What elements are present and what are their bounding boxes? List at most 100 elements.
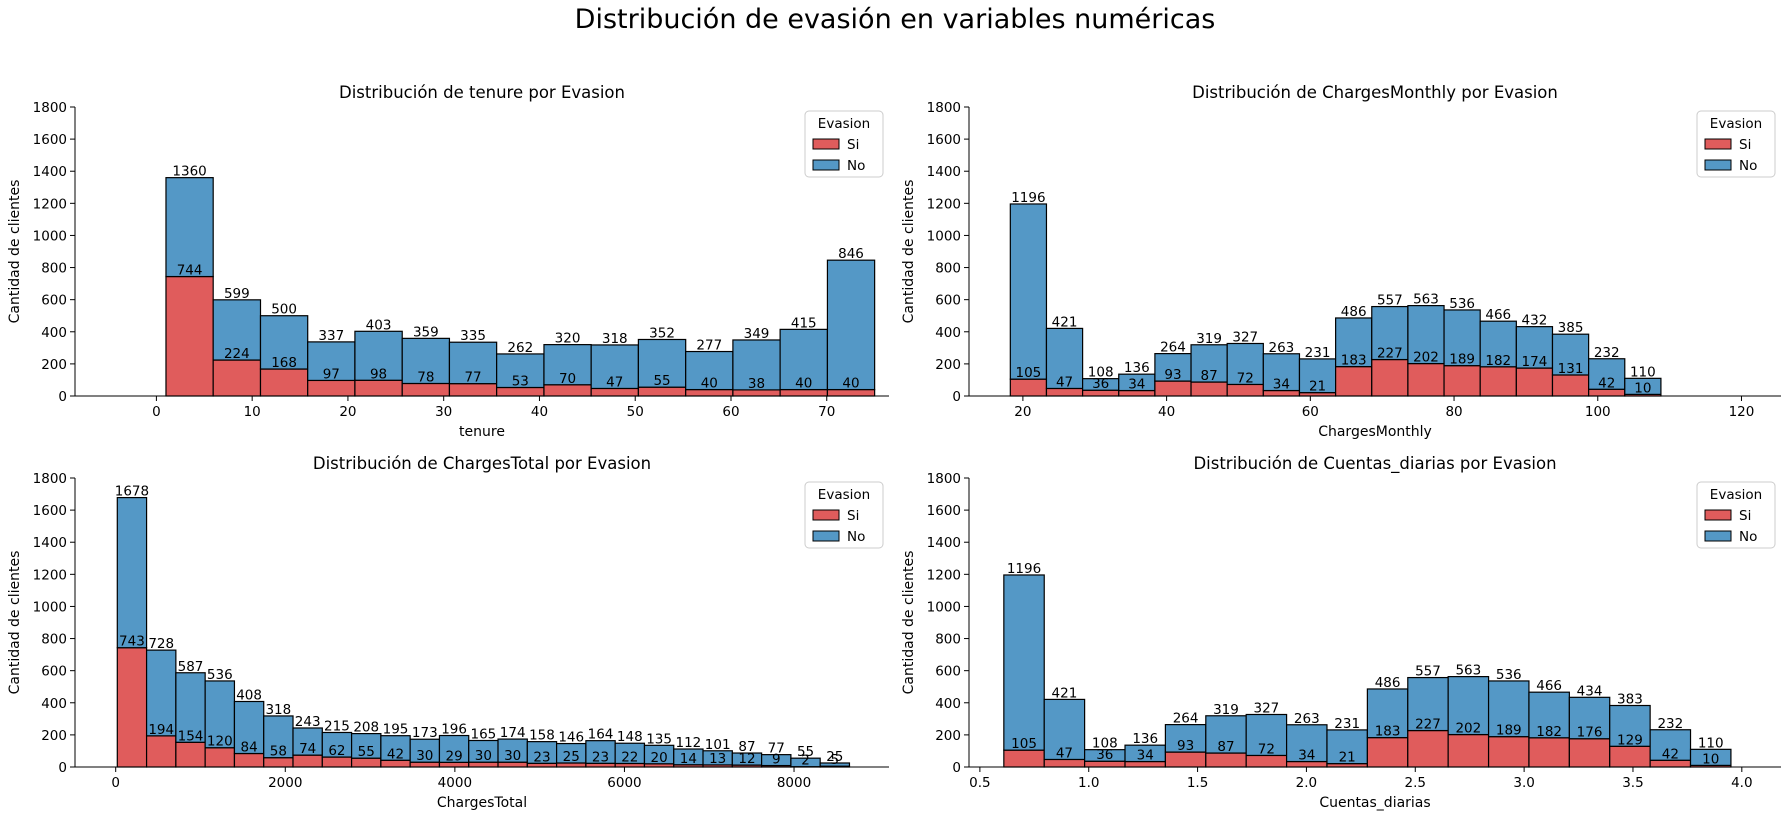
x-tick-label: 10 (244, 404, 261, 420)
legend: Evasion Si No (804, 110, 884, 178)
data-label-si: 42 (1598, 375, 1615, 391)
bar-si (1609, 745, 1651, 768)
y-tick-label: 1000 (927, 599, 961, 615)
data-label-total: 466 (1536, 678, 1562, 694)
bar-no (1190, 344, 1228, 383)
data-label-total: 319 (1196, 331, 1222, 347)
legend-swatch (812, 509, 840, 521)
data-label-total: 421 (1052, 314, 1078, 330)
x-axis-label: Cuentas_diarias (1319, 795, 1430, 811)
data-label-total: 158 (529, 728, 555, 744)
bar-si (307, 379, 356, 397)
x-tick-label: 4000 (438, 775, 472, 791)
data-label-si: 21 (1309, 379, 1326, 395)
data-label-si: 55 (653, 373, 670, 389)
data-label-si: 13 (709, 751, 726, 767)
data-label-si: 22 (621, 749, 638, 765)
data-label-total: 536 (1496, 667, 1522, 683)
data-label-si: 202 (1455, 721, 1481, 737)
data-label-si: 62 (328, 743, 345, 759)
bar-no (1407, 676, 1449, 732)
data-label-si: 40 (701, 376, 718, 392)
x-tick-label: 2.0 (1296, 775, 1317, 791)
data-label-total: 352 (649, 325, 675, 341)
data-label-si: 53 (512, 373, 529, 389)
data-label-total: 403 (366, 317, 392, 333)
data-label-total: 846 (838, 246, 864, 262)
bar-no (1045, 327, 1084, 390)
data-label-si: 183 (1375, 724, 1401, 740)
data-label-total: 536 (207, 667, 233, 683)
y-axis-label: Cantidad de clientes (7, 551, 23, 695)
legend-swatch (812, 138, 840, 150)
y-tick-label: 600 (41, 664, 67, 680)
data-label-si: 36 (1096, 747, 1113, 763)
bar-si (1487, 736, 1530, 768)
data-label-si: 5 (831, 752, 840, 768)
y-axis-label: Cantidad de clientes (901, 180, 917, 324)
x-tick-label: 20 (1014, 404, 1031, 420)
x-tick-label: 40 (1158, 404, 1175, 420)
data-label-si: 47 (1056, 374, 1073, 390)
x-tick-label: 100 (1585, 404, 1611, 420)
bar-no (165, 177, 214, 278)
bar-no (1326, 729, 1368, 765)
data-label-si: 10 (1634, 380, 1651, 396)
bar-si (1003, 749, 1045, 768)
bar-no (590, 344, 639, 390)
data-label-si: 23 (592, 749, 609, 765)
data-label-si: 93 (1177, 738, 1194, 754)
data-label-si: 21 (1339, 750, 1356, 766)
data-label-si: 194 (148, 722, 174, 738)
data-label-total: 335 (460, 328, 486, 344)
y-tick-label: 1600 (33, 132, 67, 148)
data-label-si: 55 (358, 744, 375, 760)
bar-no (145, 649, 177, 737)
y-tick-label: 1800 (927, 100, 961, 116)
bar-si (1366, 737, 1409, 768)
data-label-si: 42 (387, 746, 404, 762)
data-label-si: 20 (651, 750, 668, 766)
data-label-total: 486 (1375, 675, 1401, 691)
y-tick-label: 200 (935, 728, 961, 744)
data-label-si: 744 (177, 263, 203, 279)
data-label-total: 25 (826, 749, 843, 765)
data-label-total: 232 (1657, 716, 1683, 732)
data-label-total: 536 (1449, 296, 1475, 312)
data-label-total: 110 (1698, 735, 1724, 751)
x-tick-label: 2.5 (1405, 775, 1426, 791)
legend-entry: No (1739, 158, 1757, 174)
bar-no (1609, 704, 1651, 747)
data-label-total: 408 (236, 687, 262, 703)
bar-no (1447, 676, 1490, 736)
y-tick-label: 1600 (927, 503, 961, 519)
data-label-si: 40 (842, 376, 859, 392)
bar-no (116, 496, 148, 649)
data-label-si: 25 (563, 749, 580, 765)
bar-si (1528, 737, 1570, 768)
data-label-total: 320 (555, 331, 581, 347)
x-tick-label: 0.5 (969, 775, 990, 791)
data-label-total: 262 (507, 340, 533, 356)
subplot-3: Distribución de ChargesTotal por Evasion… (7, 454, 889, 811)
y-tick-label: 200 (935, 357, 961, 373)
legend-entry: Si (847, 137, 859, 153)
bar-no (292, 727, 323, 756)
legend-swatch (1704, 138, 1732, 150)
data-label-total: 277 (696, 338, 722, 354)
bar-no (637, 338, 687, 388)
bar-no (1285, 724, 1328, 763)
data-label-si: 30 (475, 748, 492, 764)
x-tick-label: 70 (818, 404, 835, 420)
data-label-si: 14 (680, 751, 697, 767)
data-label-si: 34 (1273, 377, 1290, 393)
bar-no (212, 299, 262, 361)
bar-si (354, 379, 403, 397)
legend: Evasion Si No (804, 481, 884, 549)
bar-no (1262, 353, 1301, 392)
y-tick-label: 400 (935, 325, 961, 341)
data-label-si: 72 (1237, 370, 1254, 386)
bar-si (1407, 729, 1449, 768)
legend-entry: No (1739, 529, 1757, 545)
data-label-total: 728 (148, 636, 174, 652)
